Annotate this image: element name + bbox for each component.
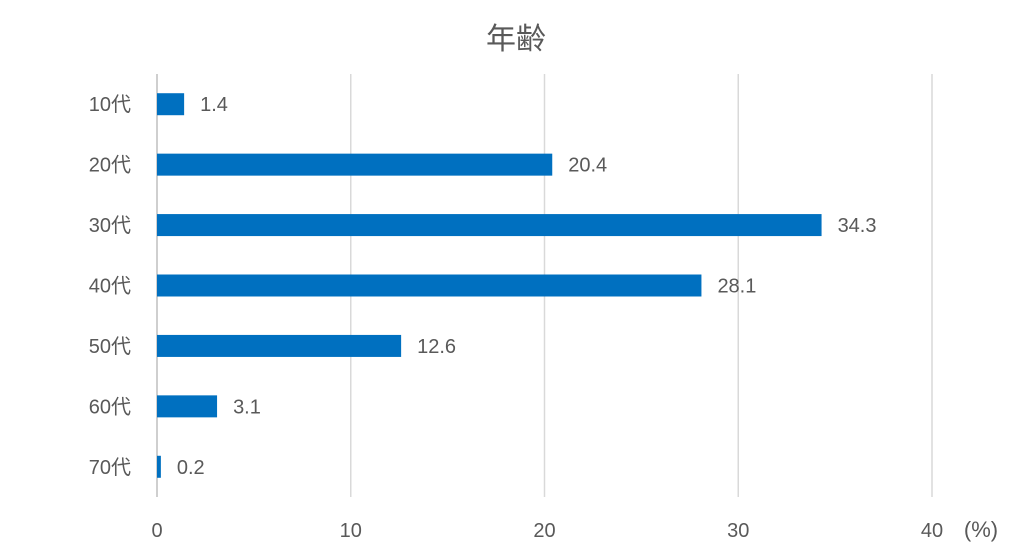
category-label: 10代: [89, 93, 131, 116]
data-labels: 1.4 20.4 34.3 28.1 12.6 3.1 0.2: [177, 94, 877, 479]
data-label: 34.3: [838, 215, 877, 237]
data-label: 3.1: [233, 396, 261, 418]
data-label: 20.4: [568, 155, 607, 177]
bar-70代: [157, 455, 161, 478]
data-label: 1.4: [200, 94, 228, 116]
bar-60代: [157, 395, 218, 418]
category-label: 70代: [89, 456, 131, 479]
bar-50代: [157, 334, 402, 357]
chart-title: 年齢: [486, 23, 546, 56]
bar-10代: [157, 93, 185, 116]
x-tick-label: 0: [151, 520, 162, 542]
bar-40代: [157, 274, 702, 297]
data-label: 28.1: [717, 276, 756, 298]
x-tick-label: 20: [533, 520, 555, 542]
x-tick-label: 40: [921, 520, 943, 542]
bar-30代: [157, 214, 822, 237]
data-label: 12.6: [417, 336, 456, 358]
category-label: 40代: [89, 275, 131, 298]
x-tick-labels: 0 10 20 30 40: [151, 520, 943, 542]
x-tick-label: 30: [727, 520, 749, 542]
category-label: 50代: [89, 335, 131, 358]
x-unit-label: (%): [964, 517, 998, 542]
data-label: 0.2: [177, 457, 205, 479]
category-label: 20代: [89, 154, 131, 177]
category-labels: 10代 20代 30代 40代 50代 60代 70代: [89, 93, 131, 479]
x-tick-label: 10: [340, 520, 362, 542]
category-label: 30代: [89, 214, 131, 237]
category-label: 60代: [89, 395, 131, 418]
bars: [157, 93, 822, 478]
bar-20代: [157, 153, 553, 176]
